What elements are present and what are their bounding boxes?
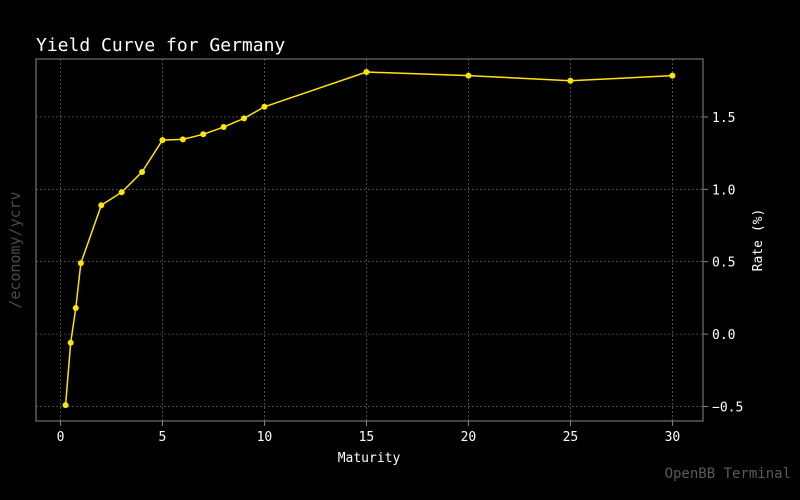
data-point xyxy=(77,260,84,267)
data-point xyxy=(241,115,248,122)
data-point xyxy=(567,77,574,84)
y-axis-ticks: −0.5 0.0 0.5 1.0 1.5 xyxy=(703,111,743,416)
y-tick-label: −0.5 xyxy=(712,401,743,416)
plot-frame xyxy=(35,58,704,422)
data-point xyxy=(220,124,227,131)
data-point xyxy=(139,168,146,175)
data-point xyxy=(159,137,166,144)
data-point xyxy=(62,402,69,409)
x-tick-label: 15 xyxy=(359,430,375,445)
y-tick-label: 1.0 xyxy=(712,183,735,198)
series-line xyxy=(64,71,673,406)
data-point xyxy=(261,103,268,110)
x-tick-label: 30 xyxy=(665,430,681,445)
x-tick-label: 25 xyxy=(563,430,579,445)
watermark: OpenBB Terminal xyxy=(665,466,791,482)
grid-lines xyxy=(36,59,703,421)
x-axis-label: Maturity xyxy=(338,451,401,466)
data-point xyxy=(179,136,186,143)
data-point xyxy=(363,69,370,76)
y-tick-label: 0.0 xyxy=(712,328,735,343)
data-point xyxy=(669,72,676,79)
x-tick-label: 10 xyxy=(257,430,273,445)
y-tick-label: 1.5 xyxy=(712,111,735,126)
y-axis-label: Rate (%) xyxy=(751,209,766,272)
data-point xyxy=(118,189,125,196)
x-tick-label: 20 xyxy=(461,430,477,445)
x-tick-label: 5 xyxy=(159,430,167,445)
x-axis-ticks: 0 5 10 15 20 25 30 xyxy=(57,421,681,445)
data-point xyxy=(200,131,207,138)
data-point xyxy=(67,339,74,346)
chart-title: Yield Curve for Germany xyxy=(36,35,285,56)
data-point xyxy=(465,72,472,79)
x-tick-label: 0 xyxy=(57,430,65,445)
series-points xyxy=(62,69,676,409)
command-path-label: /economy/ycrv xyxy=(6,191,24,308)
data-point xyxy=(98,202,105,209)
data-point xyxy=(72,305,79,312)
y-tick-label: 0.5 xyxy=(712,256,735,271)
